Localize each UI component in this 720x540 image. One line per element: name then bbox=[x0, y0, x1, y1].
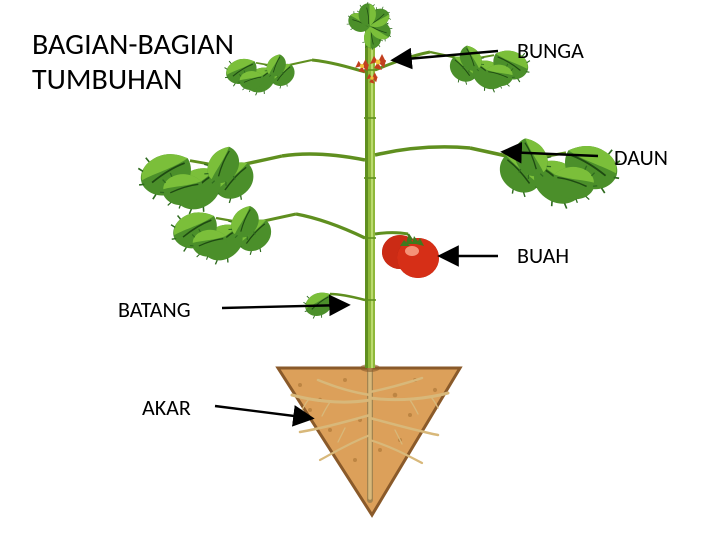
label-buah: BUAH bbox=[517, 242, 569, 269]
diagram-stage: BAGIAN-BAGIAN TUMBUHAN bbox=[0, 0, 720, 540]
plant-illustration bbox=[0, 0, 720, 540]
fruit bbox=[382, 234, 439, 278]
arrow-akar bbox=[215, 406, 310, 418]
label-akar: AKAR bbox=[142, 394, 191, 421]
label-batang: BATANG bbox=[118, 296, 191, 323]
label-bunga: BUNGA bbox=[517, 37, 584, 64]
label-daun: DAUN bbox=[614, 144, 668, 171]
